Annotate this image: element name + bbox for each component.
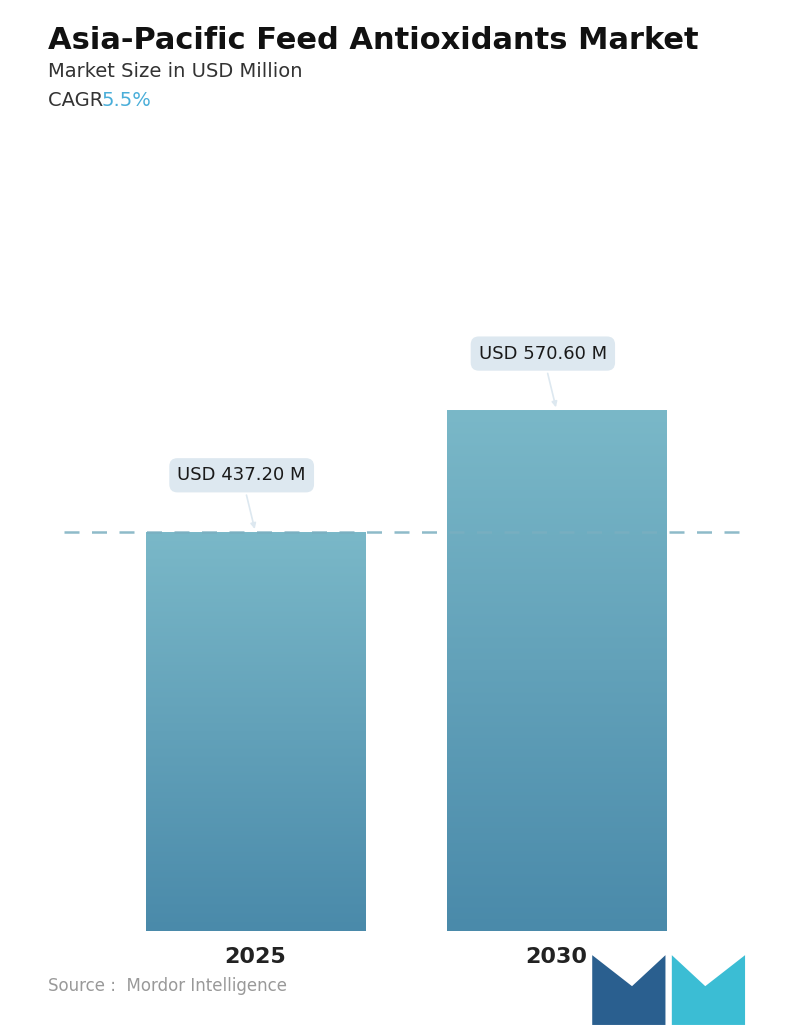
Text: USD 437.20 M: USD 437.20 M: [178, 466, 306, 527]
Text: USD 570.60 M: USD 570.60 M: [479, 344, 607, 405]
Text: 5.5%: 5.5%: [102, 91, 152, 110]
Text: Asia-Pacific Feed Antioxidants Market: Asia-Pacific Feed Antioxidants Market: [48, 26, 698, 55]
Polygon shape: [592, 955, 665, 1025]
Polygon shape: [672, 955, 745, 1025]
Text: Source :  Mordor Intelligence: Source : Mordor Intelligence: [48, 977, 287, 995]
Text: Market Size in USD Million: Market Size in USD Million: [48, 62, 302, 81]
Text: CAGR: CAGR: [48, 91, 115, 110]
